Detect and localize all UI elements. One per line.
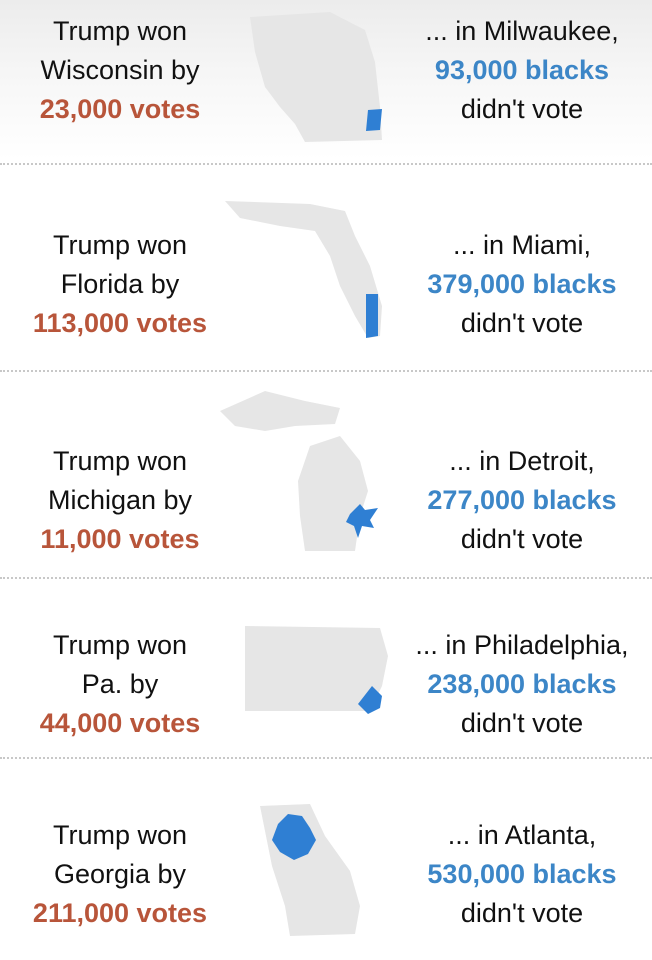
city-line: ... in Detroit, <box>449 446 595 476</box>
left-line2: Georgia by <box>53 859 187 889</box>
vote-margin: 44,000 votes <box>39 708 201 738</box>
left-text: Trump won Michigan by 11,000 votes <box>0 442 240 559</box>
detroit-highlight-icon <box>346 504 378 538</box>
left-line2: Michigan by <box>47 485 193 515</box>
right-text: ... in Detroit, 277,000 blacks didn't vo… <box>392 442 652 559</box>
left-line1: Trump won <box>52 820 188 850</box>
nonvoter-count: 530,000 blacks <box>427 859 617 889</box>
atlanta-highlight-icon <box>272 814 316 860</box>
milwaukee-highlight-icon <box>366 109 382 131</box>
georgia-map-icon <box>260 804 360 936</box>
left-text: Trump won Pa. by 44,000 votes <box>0 626 240 743</box>
city-line: ... in Miami, <box>452 230 592 260</box>
left-line1: Trump won <box>52 446 188 476</box>
wisconsin-map-icon <box>250 12 382 142</box>
nonvoter-count: 238,000 blacks <box>427 669 617 699</box>
left-text: Trump won Georgia by 211,000 votes <box>0 816 240 933</box>
divider <box>0 163 652 165</box>
right-text: ... in Atlanta, 530,000 blacks didn't vo… <box>392 816 652 933</box>
nonvoter-count: 277,000 blacks <box>427 485 617 515</box>
vote-margin: 211,000 votes <box>32 898 208 928</box>
row-wisconsin: Trump won Wisconsin by 23,000 votes ... … <box>0 12 652 152</box>
vote-margin: 23,000 votes <box>39 94 201 124</box>
michigan-map-icon <box>220 391 378 551</box>
nonvoter-count: 93,000 blacks <box>434 55 610 85</box>
left-line2: Pa. by <box>81 669 159 699</box>
philadelphia-highlight-icon <box>358 686 382 714</box>
row-michigan: Trump won Michigan by 11,000 votes ... i… <box>0 386 652 556</box>
florida-map-icon <box>225 201 382 338</box>
left-line1: Trump won <box>52 16 188 46</box>
tail-line: didn't vote <box>460 94 584 124</box>
right-text: ... in Philadelphia, 238,000 blacks didn… <box>392 626 652 743</box>
city-line: ... in Atlanta, <box>447 820 597 850</box>
vote-margin: 113,000 votes <box>32 308 208 338</box>
left-line1: Trump won <box>52 230 188 260</box>
left-line2: Wisconsin by <box>40 55 200 85</box>
pennsylvania-map-icon <box>245 626 388 714</box>
left-text: Trump won Wisconsin by 23,000 votes <box>0 12 240 129</box>
right-text: ... in Milwaukee, 93,000 blacks didn't v… <box>392 12 652 129</box>
tail-line: didn't vote <box>460 898 584 928</box>
divider <box>0 577 652 579</box>
divider <box>0 757 652 759</box>
tail-line: didn't vote <box>460 308 584 338</box>
row-georgia: Trump won Georgia by 211,000 votes ... i… <box>0 796 652 946</box>
tail-line: didn't vote <box>460 524 584 554</box>
divider <box>0 370 652 372</box>
vote-margin: 11,000 votes <box>40 524 200 554</box>
miami-highlight-icon <box>366 294 378 338</box>
tail-line: didn't vote <box>460 708 584 738</box>
left-line2: Florida by <box>60 269 180 299</box>
right-text: ... in Miami, 379,000 blacks didn't vote <box>392 226 652 343</box>
left-text: Trump won Florida by 113,000 votes <box>0 226 240 343</box>
city-line: ... in Milwaukee, <box>425 16 619 46</box>
row-florida: Trump won Florida by 113,000 votes ... i… <box>0 196 652 356</box>
city-line: ... in Philadelphia, <box>415 630 629 660</box>
row-pennsylvania: Trump won Pa. by 44,000 votes ... in Phi… <box>0 626 652 756</box>
nonvoter-count: 379,000 blacks <box>427 269 617 299</box>
left-line1: Trump won <box>52 630 188 660</box>
